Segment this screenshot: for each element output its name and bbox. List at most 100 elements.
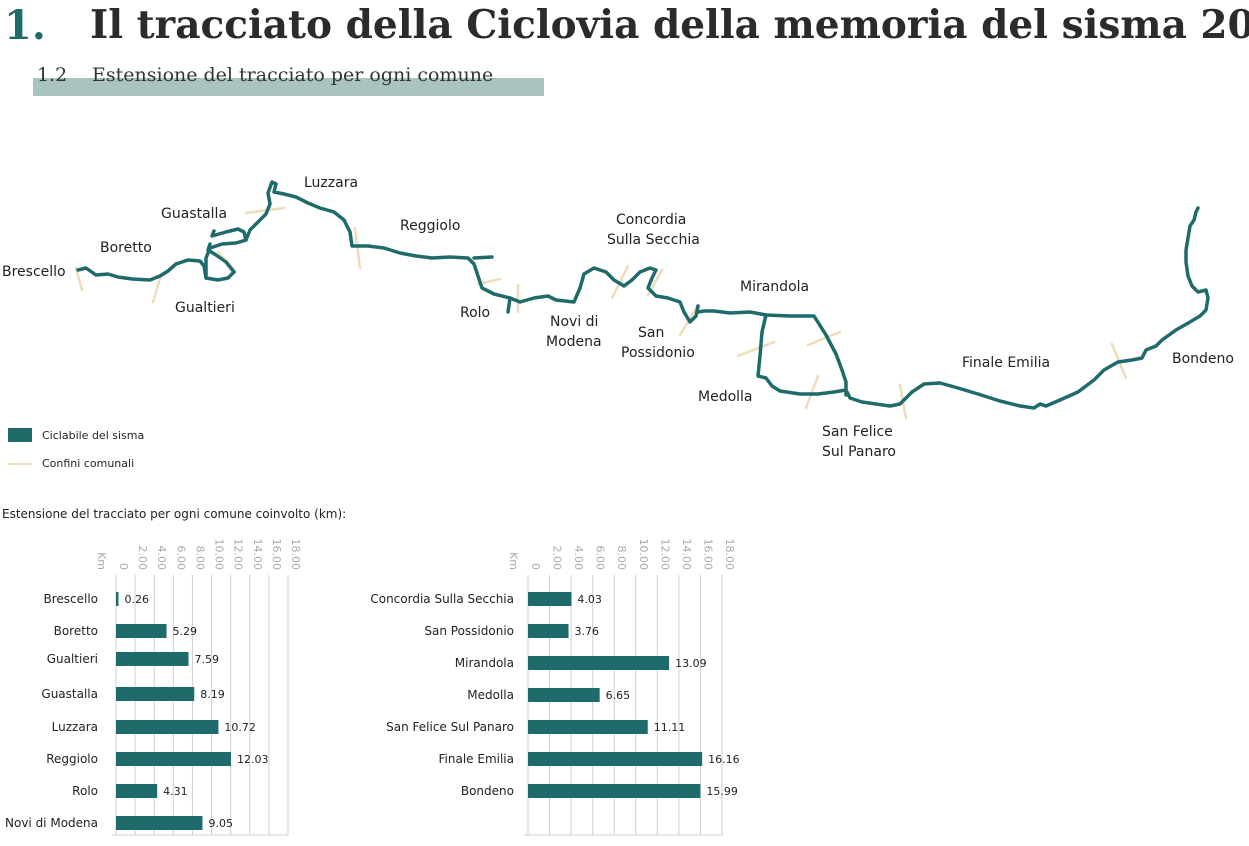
bar — [116, 752, 231, 766]
place-labels: Brescello Boretto Guastalla Gualtieri Lu… — [2, 175, 1234, 460]
bar — [116, 816, 203, 830]
tick-label: 16.00 — [270, 539, 283, 571]
section-number: 1. — [4, 2, 46, 49]
legend-route-label: Ciclabile del sisma — [42, 428, 145, 442]
value-label: 9.05 — [208, 817, 233, 830]
boundary-line — [244, 206, 286, 215]
category-label: Gualtieri — [47, 652, 98, 666]
category-label: Concordia Sulla Secchia — [370, 592, 514, 606]
place-label: Gualtieri — [175, 300, 235, 316]
place-label: San Felice — [822, 424, 893, 440]
tick-label: 2.00 — [551, 546, 564, 571]
bar-chart-left: 0 2.00 4.00 6.00 8.00 10.00 12.00 14.00 16.00 18.… — [5, 539, 302, 836]
tick-label: 18.00 — [723, 539, 736, 571]
place-label: Reggiolo — [400, 218, 460, 234]
tick-label: 10.00 — [213, 539, 226, 571]
value-label: 11.11 — [654, 721, 686, 734]
bar-chart-right: 0 2.00 4.00 6.00 8.00 10.00 12.00 14.00 16.00 18.… — [370, 539, 740, 836]
category-label: Medolla — [467, 688, 514, 702]
value-label: 12.03 — [237, 753, 269, 766]
legend-boundaries: Confini comunali — [8, 457, 134, 470]
place-label: Concordia — [616, 212, 686, 228]
place-label: Luzzara — [304, 175, 358, 191]
boundary-line — [736, 340, 776, 358]
tick-label: 14.00 — [251, 539, 264, 571]
tick-label: 12.00 — [232, 539, 245, 571]
place-label: Finale Emilia — [962, 355, 1050, 371]
bar — [528, 592, 572, 606]
category-label: Luzzara — [52, 720, 98, 734]
tick-label: 8.00 — [193, 546, 206, 571]
bar — [116, 784, 158, 798]
tick-label: 6.00 — [174, 546, 187, 571]
cycle-route — [76, 180, 1210, 410]
legend-boundaries-label: Confini comunali — [42, 457, 135, 470]
tick-label: 6.00 — [594, 546, 607, 571]
bar — [116, 720, 219, 734]
bar — [116, 687, 195, 701]
category-label: Reggiolo — [46, 752, 98, 766]
bar — [116, 652, 189, 666]
legend-route-swatch — [8, 428, 32, 442]
boundary-line — [806, 330, 842, 347]
bar — [528, 688, 600, 702]
place-label: Mirandola — [740, 279, 809, 295]
tick-label: 2.00 — [136, 546, 149, 571]
category-label: Novi di Modena — [5, 816, 98, 830]
axis-unit-label: Km — [507, 552, 520, 570]
place-label: Sul Panaro — [822, 444, 896, 460]
axis-unit-label: Km — [95, 552, 108, 570]
value-label: 4.31 — [163, 785, 188, 798]
route-map: Brescello Boretto Guastalla Gualtieri Lu… — [2, 175, 1234, 460]
tick-label: 4.00 — [572, 546, 585, 571]
value-label: 7.59 — [195, 653, 220, 666]
legend-route: Ciclabile del sisma — [8, 428, 144, 442]
place-label: Brescello — [2, 264, 66, 280]
tick-label: 10.00 — [637, 539, 650, 571]
place-label: Rolo — [460, 305, 490, 321]
value-label: 16.16 — [708, 753, 740, 766]
boundary-line — [74, 266, 84, 292]
place-label: Medolla — [698, 389, 753, 405]
tick-label: 8.00 — [615, 546, 628, 571]
place-label: Bondeno — [1172, 351, 1234, 367]
page-title: Il tracciato della Ciclovia della memori… — [90, 2, 1249, 48]
place-label: San — [638, 325, 664, 341]
subsection-number: 1.2 — [37, 64, 68, 86]
tick-label: 18.00 — [289, 539, 302, 571]
category-label: Guastalla — [41, 687, 98, 701]
tick-label: 4.00 — [155, 546, 168, 571]
legend-boundaries-swatch — [8, 462, 32, 465]
value-label: 4.03 — [577, 593, 602, 606]
bar — [528, 624, 569, 638]
tick-label: 14.00 — [680, 539, 693, 571]
value-label: 6.65 — [606, 689, 631, 702]
value-label: 15.99 — [706, 785, 738, 798]
bar — [116, 592, 119, 606]
category-label: San Felice Sul Panaro — [386, 720, 514, 734]
boundary-line — [151, 276, 162, 304]
category-label: Mirandola — [455, 656, 514, 670]
category-label: Rolo — [72, 784, 98, 798]
place-label: Boretto — [100, 240, 152, 256]
subtitle-band — [33, 78, 544, 96]
category-label: Finale Emilia — [439, 752, 514, 766]
value-label: 0.26 — [124, 593, 148, 606]
place-label: Possidonio — [621, 345, 695, 361]
subtitle: Estensione del tracciato per ogni comune — [92, 64, 494, 86]
category-label: Brescello — [43, 592, 98, 606]
value-label: 13.09 — [675, 657, 707, 670]
bar — [528, 752, 703, 766]
chart-caption: Estensione del tracciato per ogni comune… — [2, 507, 347, 521]
boundary-line — [353, 226, 362, 270]
place-label: Sulla Secchia — [607, 232, 700, 248]
value-label: 3.76 — [575, 625, 600, 638]
value-label: 5.29 — [173, 625, 198, 638]
bar — [116, 624, 167, 638]
value-label: 8.19 — [200, 688, 225, 701]
boundary-line — [804, 374, 820, 410]
category-label: Bondeno — [461, 784, 514, 798]
value-label: 10.72 — [224, 721, 256, 734]
bar — [528, 784, 701, 798]
tick-label: 0 — [529, 563, 542, 570]
